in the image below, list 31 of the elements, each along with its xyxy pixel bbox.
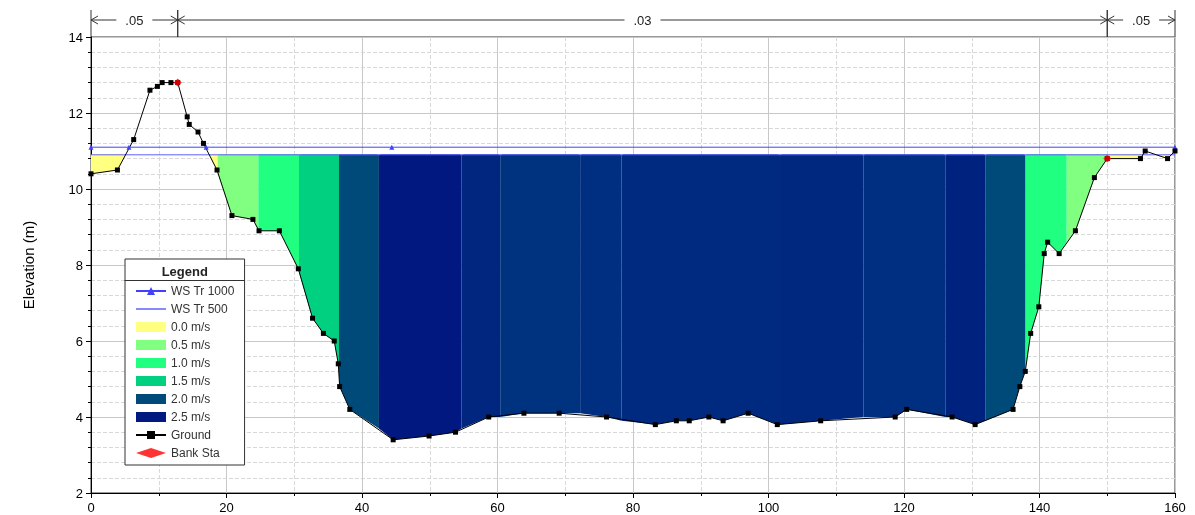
legend-label: 1.5 m/s <box>171 374 211 388</box>
x-tick-label: 60 <box>490 500 505 515</box>
legend-label: 1.0 m/s <box>171 356 211 370</box>
y-tick-label: 6 <box>75 333 83 349</box>
y-tick-label: 12 <box>68 105 83 121</box>
legend-label: 2.5 m/s <box>171 410 211 424</box>
x-tick-label: 20 <box>219 500 234 515</box>
y-tick-label: 8 <box>75 257 83 273</box>
x-tick-label: 120 <box>893 500 915 515</box>
y-tick-label: 4 <box>75 409 83 425</box>
legend-label: WS Tr 500 <box>171 302 229 316</box>
legend-label: 0.0 m/s <box>171 320 211 334</box>
legend-label: 0.5 m/s <box>171 338 211 352</box>
y-axis-title: Elevation (m) <box>20 220 37 310</box>
x-tick-label: 80 <box>625 500 641 515</box>
x-tick-label: 160 <box>1164 500 1186 515</box>
x-tick-label: 0 <box>87 500 95 515</box>
y-tick-label: 10 <box>68 181 83 197</box>
y-tick-label: 14 <box>68 29 83 45</box>
text: .03 <box>633 12 652 28</box>
text: .05 <box>125 12 144 28</box>
x-tick-label: 100 <box>757 500 780 515</box>
y-tick-label: 2 <box>75 485 83 501</box>
legend-title: Legend <box>161 263 208 279</box>
x-tick-label: 40 <box>354 500 370 515</box>
legend-label: Ground <box>171 428 212 442</box>
legend-label: Bank Sta <box>171 446 221 460</box>
legend-label: 2.0 m/s <box>171 392 211 406</box>
legend-label: WS Tr 1000 <box>171 284 235 298</box>
text: .05 <box>1132 12 1151 28</box>
x-tick-label: 140 <box>1028 500 1051 515</box>
